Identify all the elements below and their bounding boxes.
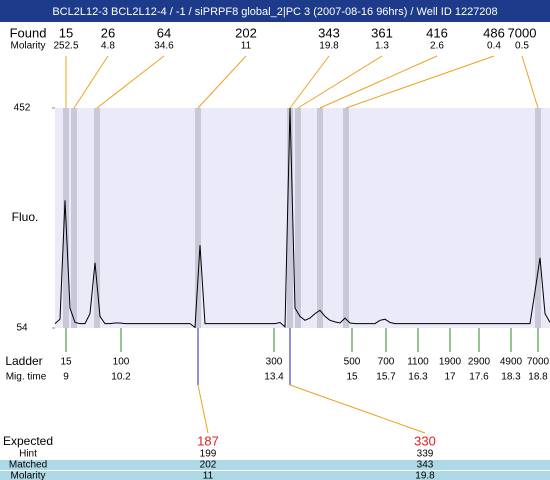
found-molarity: 1.3 (375, 41, 389, 52)
found-size: 26 (101, 25, 115, 40)
mig-time: 18.8 (528, 372, 548, 383)
found-size: 64 (157, 25, 171, 40)
found-connector (197, 55, 247, 109)
found-size: 361 (371, 25, 393, 40)
plot-area (55, 108, 550, 328)
molarity-band (0, 471, 550, 480)
found-size: 15 (59, 25, 73, 40)
molarity-label: Molarity (10, 41, 45, 52)
ladder-size: 15 (60, 357, 72, 368)
found-connector (521, 55, 539, 109)
matched-label: Matched (9, 460, 47, 471)
found-size: 7000 (508, 25, 537, 40)
found-size: 486 (483, 25, 505, 40)
found-molarity: 0.4 (487, 41, 501, 52)
found-molarity: 34.6 (154, 41, 174, 52)
ladder-label: Ladder (5, 354, 42, 368)
matched-value: 202 (200, 460, 217, 471)
found-peak-band (317, 108, 323, 328)
mig-time-label: Mig. time (6, 372, 47, 383)
found-peak-band (295, 108, 301, 328)
found-molarity: 11 (241, 41, 252, 52)
molarity-label: Molarity (10, 471, 45, 480)
ladder-size: 500 (344, 357, 361, 368)
ladder-size: 300 (266, 357, 283, 368)
mig-time: 16.3 (408, 372, 428, 383)
molarity-value: 11 (203, 471, 214, 480)
mig-time: 15.7 (376, 372, 396, 383)
mig-time: 15 (346, 372, 358, 383)
y-tick-label: 452 (14, 103, 31, 114)
hint-value: 339 (417, 449, 434, 460)
found-peak-band (71, 108, 77, 328)
found-size: 416 (426, 25, 448, 40)
mig-time: 18.3 (501, 372, 521, 383)
ladder-size: 1900 (439, 357, 462, 368)
found-connector (297, 55, 383, 109)
hint-value: 199 (200, 449, 217, 460)
found-molarity: 2.6 (430, 41, 444, 52)
ladder-size: 4900 (500, 357, 523, 368)
y-tick-label: 54 (16, 323, 28, 334)
matched-value: 343 (417, 460, 434, 471)
ladder-size: 100 (113, 357, 130, 368)
trace (54, 107, 550, 329)
ladder-size: 700 (378, 357, 395, 368)
found-molarity: 4.8 (101, 41, 115, 52)
found-label: Found (10, 25, 47, 40)
expected-connector (197, 384, 209, 434)
found-peak-band (94, 108, 100, 328)
matched-band (0, 460, 550, 470)
found-molarity: 0.5 (515, 41, 529, 52)
found-peak-band (535, 108, 541, 328)
ladder-size: 2900 (468, 357, 491, 368)
expected-connector (289, 384, 426, 434)
mig-time: 10.2 (111, 372, 131, 383)
found-connector (73, 55, 109, 109)
expected-value: 330 (414, 433, 436, 448)
found-connector (289, 55, 330, 109)
mig-time: 17 (444, 372, 456, 383)
ladder-size: 7000 (527, 357, 550, 368)
found-peak-band (195, 108, 201, 328)
molarity-value: 19.8 (415, 471, 435, 480)
y-axis-label: Fluo. (12, 210, 39, 224)
found-peak-band (287, 108, 293, 328)
expected-label: Expected (3, 434, 53, 448)
found-connector (345, 55, 495, 109)
hint-label: Hint (19, 449, 37, 460)
expected-value: 187 (197, 433, 219, 448)
mig-time: 9 (63, 372, 69, 383)
found-molarity: 19.8 (319, 41, 339, 52)
found-size: 202 (235, 25, 257, 40)
ladder-size: 1100 (407, 357, 429, 368)
mig-time: 13.4 (264, 372, 284, 383)
mig-time: 17.6 (469, 372, 489, 383)
found-connector (96, 55, 165, 109)
found-size: 343 (318, 25, 340, 40)
title-bar (0, 0, 550, 22)
found-peak-band (343, 108, 349, 328)
title: BCL2L12-3 BCL2L12-4 / -1 / siPRPF8 globa… (52, 6, 497, 18)
found-molarity: 252.5 (53, 41, 78, 52)
found-connector (319, 55, 438, 109)
